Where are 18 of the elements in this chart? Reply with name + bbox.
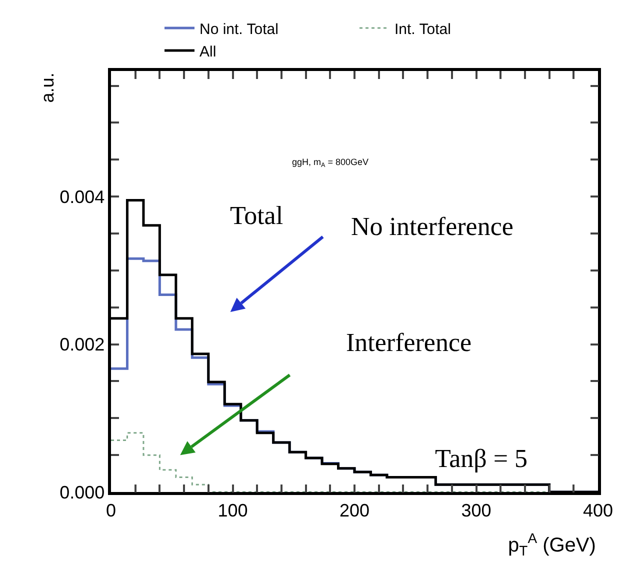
y-axis-title: a.u. (38, 72, 58, 103)
x-tick-label: 300 (461, 500, 492, 520)
legend-label: All (200, 43, 216, 60)
annotation: Interference (346, 328, 472, 357)
x-axis-title: p$_{T}$$^{A}$ (GeV) (508, 530, 596, 559)
x-tick-label: 0 (106, 500, 116, 520)
x-tick-label: 200 (339, 500, 370, 520)
x-tick-label: 400 (582, 500, 614, 520)
annotation: No interference (351, 212, 514, 241)
legend-label: No int. Total (200, 20, 278, 38)
y-tick-label: 0.000 (60, 482, 105, 502)
x-tick-label: 100 (218, 500, 248, 520)
legend-label: Int. Total (394, 20, 451, 38)
annotation: Tanβ = 5 (435, 444, 528, 473)
annotation: Total (230, 201, 284, 230)
annotation: ggH, m$_{A}$ = 800GeV (292, 157, 369, 169)
y-tick-label: 0.002 (60, 334, 105, 355)
y-tick-label: 0.004 (60, 186, 105, 207)
